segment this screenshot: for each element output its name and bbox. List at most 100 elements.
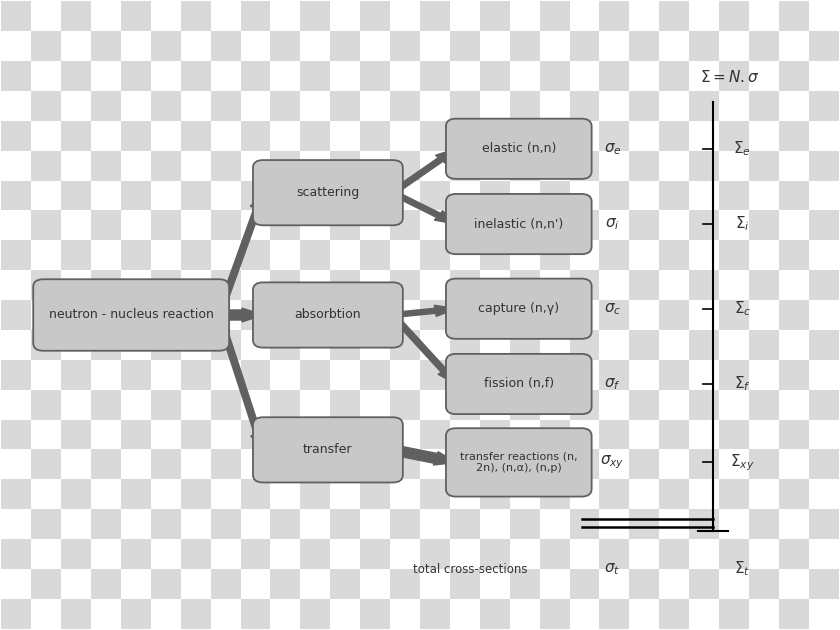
Bar	[360, 300, 390, 330]
Bar	[629, 0, 659, 1]
Bar	[689, 569, 719, 598]
Bar	[151, 210, 181, 240]
Bar	[689, 151, 719, 181]
Bar	[330, 0, 360, 1]
Text: $\sigma_i$: $\sigma_i$	[606, 216, 620, 232]
Bar	[779, 420, 809, 449]
Bar	[570, 32, 600, 61]
Bar	[61, 61, 91, 91]
Bar	[420, 121, 450, 151]
FancyBboxPatch shape	[446, 428, 591, 496]
Bar	[211, 32, 240, 61]
Bar	[31, 390, 61, 420]
Bar	[629, 330, 659, 360]
Bar	[779, 240, 809, 270]
Bar	[31, 151, 61, 181]
Bar	[31, 0, 61, 1]
Bar	[629, 569, 659, 598]
Bar	[539, 121, 570, 151]
Bar	[719, 420, 749, 449]
Bar	[61, 240, 91, 270]
Text: neutron - nucleus reaction: neutron - nucleus reaction	[49, 309, 213, 321]
Bar	[838, 61, 840, 91]
Bar	[181, 479, 211, 509]
Bar	[151, 91, 181, 121]
FancyBboxPatch shape	[446, 278, 591, 339]
Text: $\Sigma_{xy}$: $\Sigma_{xy}$	[730, 452, 754, 472]
FancyArrow shape	[390, 314, 456, 384]
Bar	[719, 300, 749, 330]
Text: $\Sigma_t$: $\Sigma_t$	[734, 559, 750, 578]
Bar	[390, 0, 420, 1]
Bar	[301, 61, 330, 91]
Bar	[539, 420, 570, 449]
Bar	[659, 121, 689, 151]
Bar	[450, 449, 480, 479]
Bar	[121, 539, 151, 569]
Bar	[121, 121, 151, 151]
Bar	[270, 151, 301, 181]
Bar	[301, 539, 330, 569]
Bar	[689, 390, 719, 420]
Bar	[510, 0, 539, 1]
Bar	[600, 598, 629, 629]
Bar	[450, 509, 480, 539]
Bar	[539, 1, 570, 32]
Bar	[570, 509, 600, 539]
Bar	[91, 449, 121, 479]
Bar	[301, 240, 330, 270]
Bar	[2, 539, 31, 569]
Bar	[838, 420, 840, 449]
Bar	[629, 210, 659, 240]
Bar	[420, 420, 450, 449]
Text: $\Sigma_e$: $\Sigma_e$	[733, 139, 751, 158]
Bar	[719, 61, 749, 91]
Bar	[211, 509, 240, 539]
Bar	[749, 91, 779, 121]
Bar	[719, 121, 749, 151]
Bar	[450, 210, 480, 240]
Text: fission (n,f): fission (n,f)	[484, 377, 554, 391]
Bar	[240, 479, 270, 509]
Bar	[600, 420, 629, 449]
Bar	[301, 300, 330, 330]
Text: $\sigma_{xy}$: $\sigma_{xy}$	[601, 454, 625, 471]
Bar	[2, 300, 31, 330]
Bar	[629, 32, 659, 61]
Bar	[181, 300, 211, 330]
Bar	[390, 449, 420, 479]
Bar	[809, 210, 838, 240]
Bar	[270, 449, 301, 479]
Bar	[91, 210, 121, 240]
Bar	[570, 390, 600, 420]
Bar	[689, 0, 719, 1]
Bar	[211, 449, 240, 479]
Bar	[629, 390, 659, 420]
Bar	[659, 420, 689, 449]
Bar	[181, 121, 211, 151]
Bar	[121, 420, 151, 449]
Bar	[301, 420, 330, 449]
Bar	[151, 390, 181, 420]
Bar	[91, 270, 121, 300]
Bar	[749, 390, 779, 420]
Bar	[360, 121, 390, 151]
Bar	[301, 1, 330, 32]
Bar	[420, 598, 450, 629]
Bar	[390, 151, 420, 181]
Bar	[211, 330, 240, 360]
Bar	[61, 181, 91, 210]
Bar	[330, 91, 360, 121]
Bar	[779, 121, 809, 151]
Bar	[809, 390, 838, 420]
Bar	[31, 210, 61, 240]
Bar	[31, 569, 61, 598]
Bar	[151, 0, 181, 1]
Bar	[480, 360, 510, 390]
Bar	[719, 181, 749, 210]
FancyArrow shape	[219, 308, 263, 322]
FancyBboxPatch shape	[446, 194, 591, 254]
Bar	[600, 479, 629, 509]
Bar	[2, 420, 31, 449]
Bar	[390, 390, 420, 420]
